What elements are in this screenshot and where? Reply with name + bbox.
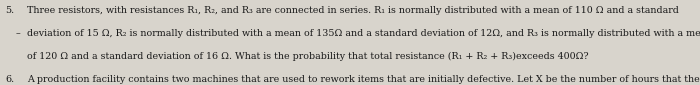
Text: of 120 Ω and a standard deviation of 16 Ω. What is the probability that total re: of 120 Ω and a standard deviation of 16 …: [27, 52, 588, 61]
Text: A production facility contains two machines that are used to rework items that a: A production facility contains two machi…: [27, 75, 700, 84]
Text: 6.: 6.: [6, 75, 15, 84]
Text: 5.: 5.: [6, 6, 15, 15]
Text: Three resistors, with resistances R₁, R₂, and R₃ are connected in series. R₁ is : Three resistors, with resistances R₁, R₂…: [27, 6, 678, 15]
Text: –: –: [15, 29, 20, 38]
Text: deviation of 15 Ω, R₂ is normally distributed with a mean of 135Ω and a standard: deviation of 15 Ω, R₂ is normally distri…: [27, 29, 700, 38]
